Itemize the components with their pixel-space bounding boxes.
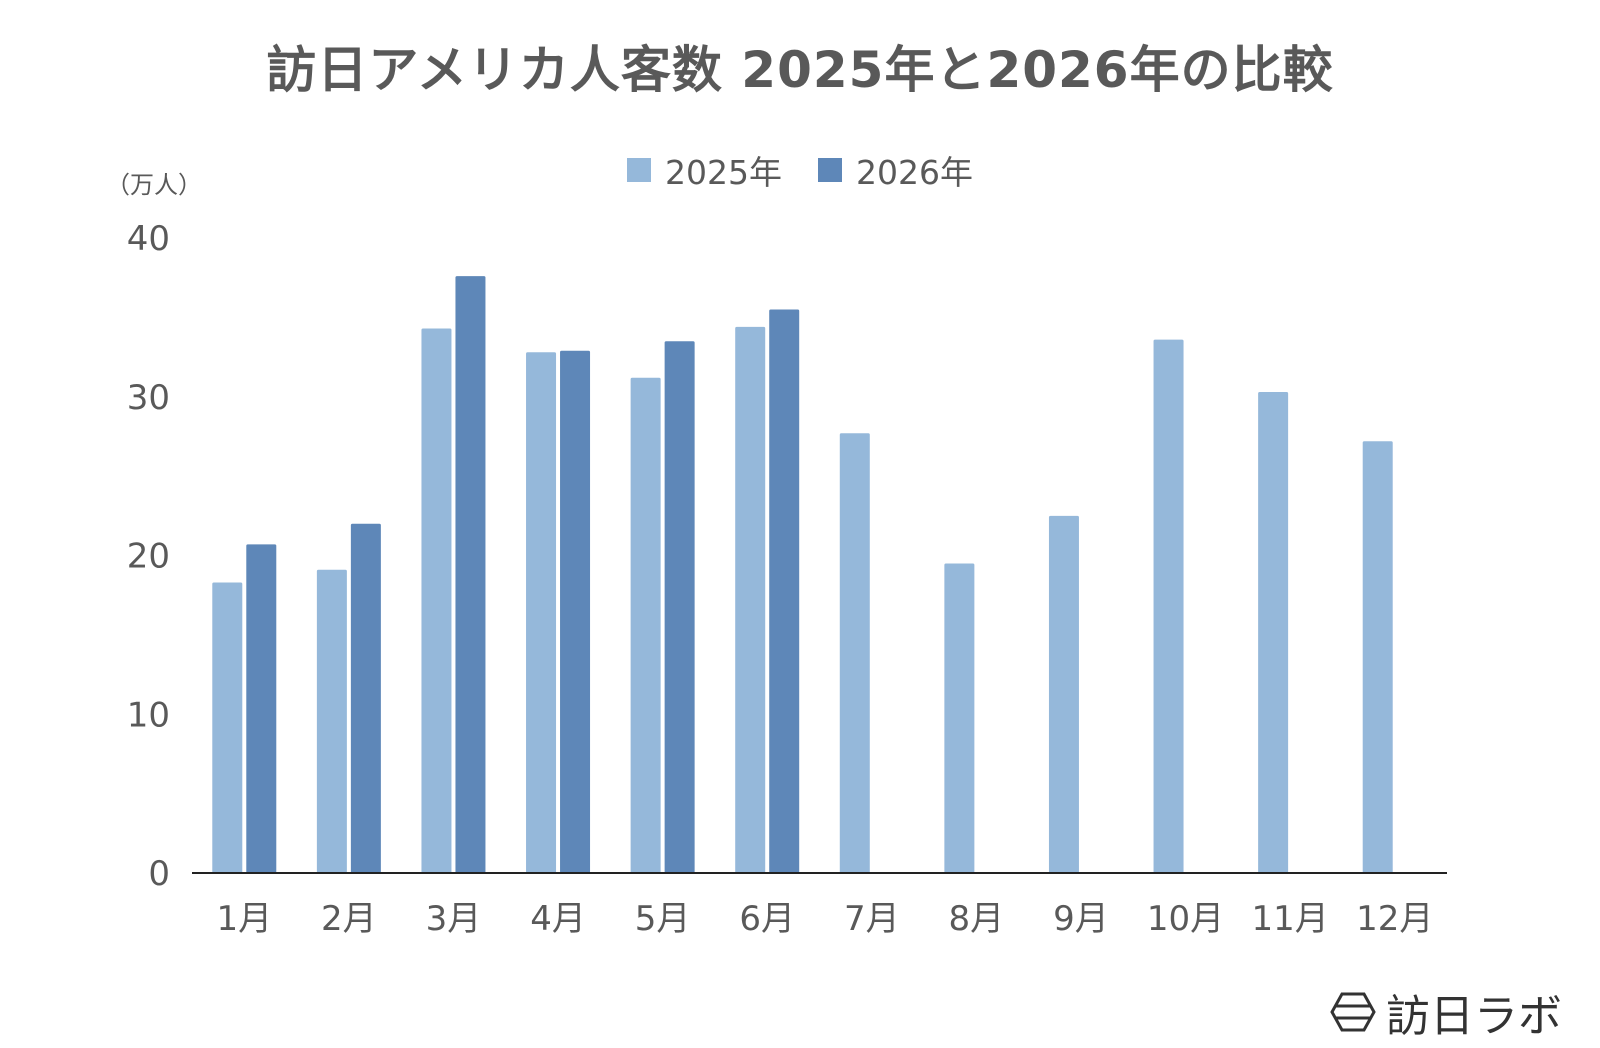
bar-2025年-1月 bbox=[212, 582, 243, 873]
y-tick-label: 10 bbox=[127, 695, 170, 735]
bar-2026年-2月 bbox=[350, 523, 381, 873]
legend-label-2025: 2025年 bbox=[665, 153, 782, 192]
x-tick-label: 10月 bbox=[1147, 899, 1224, 939]
x-tick-label: 5月 bbox=[635, 899, 691, 939]
legend-swatch-2026 bbox=[818, 158, 842, 182]
chart-title: 訪日アメリカ人客数 2025年と2026年の比較 bbox=[266, 41, 1334, 99]
bar-2025年-11月 bbox=[1258, 391, 1289, 873]
bar-2026年-6月 bbox=[769, 309, 800, 873]
legend-item-2025: 2025年 bbox=[627, 146, 782, 194]
bar-2025年-6月 bbox=[735, 326, 766, 873]
bar-2025年-3月 bbox=[421, 328, 452, 873]
x-tick-label: 7月 bbox=[844, 899, 900, 939]
bar-2026年-1月 bbox=[246, 544, 277, 873]
bar-2025年-7月 bbox=[839, 433, 870, 873]
bar-2026年-4月 bbox=[560, 350, 591, 873]
legend-item-2026: 2026年 bbox=[818, 146, 973, 194]
x-tick-label: 4月 bbox=[530, 899, 586, 939]
x-tick-label: 12月 bbox=[1356, 899, 1433, 939]
y-tick-label: 0 bbox=[148, 854, 170, 894]
bar-2025年-10月 bbox=[1153, 339, 1184, 874]
x-tick-label: 9月 bbox=[1053, 899, 1109, 939]
x-tick-label: 8月 bbox=[949, 899, 1005, 939]
bar-2026年-5月 bbox=[664, 341, 695, 873]
bar-2025年-8月 bbox=[944, 563, 975, 873]
y-tick-label: 30 bbox=[127, 378, 170, 418]
bar-2025年-12月 bbox=[1362, 441, 1393, 873]
bar-2025年-9月 bbox=[1048, 515, 1079, 873]
x-tick-label: 3月 bbox=[426, 899, 482, 939]
x-tick-label: 6月 bbox=[739, 899, 795, 939]
legend-label-2026: 2026年 bbox=[856, 153, 973, 192]
bar-2025年-4月 bbox=[526, 352, 557, 873]
watermark: 訪日ラボ bbox=[1330, 980, 1562, 1044]
bar-2026年-3月 bbox=[455, 276, 486, 874]
bar-2025年-5月 bbox=[630, 377, 661, 873]
y-axis-unit-label: （万人） bbox=[106, 171, 202, 199]
bar-2025年-2月 bbox=[316, 569, 347, 873]
y-tick-label: 20 bbox=[127, 537, 170, 577]
legend: 2025年 2026年 bbox=[0, 146, 1600, 194]
y-tick-label: 40 bbox=[127, 219, 170, 259]
hexagon-logo-icon bbox=[1330, 992, 1376, 1032]
x-tick-label: 1月 bbox=[216, 899, 272, 939]
x-tick-label: 11月 bbox=[1251, 899, 1328, 939]
x-tick-label: 2月 bbox=[321, 899, 377, 939]
legend-swatch-2025 bbox=[627, 158, 652, 182]
watermark-text: 訪日ラボ bbox=[1386, 991, 1562, 1042]
